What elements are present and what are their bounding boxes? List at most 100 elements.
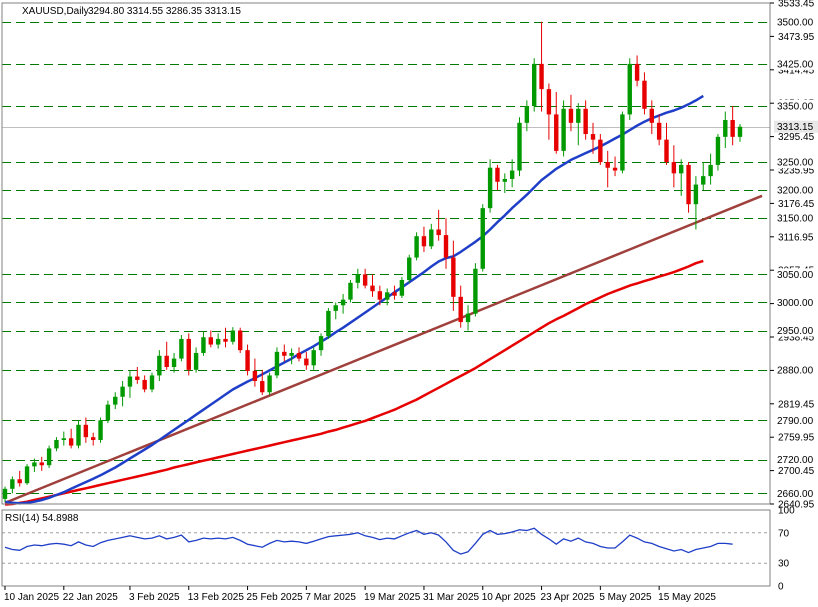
candle [671,145,677,188]
current-price-label: 3313.15 [777,122,814,133]
candle [24,464,30,485]
candle [715,134,721,171]
candle-body [568,108,574,123]
candle-body [355,274,360,283]
candle [91,432,96,446]
candle-body [598,139,603,163]
candle [2,486,8,502]
rsi-tick-label: 100 [778,506,795,517]
candle [157,350,162,382]
rsi-tick-label: 0 [778,582,784,593]
candle [451,240,456,311]
candle-body [68,438,74,446]
candle [377,285,383,306]
candle [113,392,118,410]
candle-body [399,279,405,296]
candle [223,327,228,348]
candle-body [634,63,640,81]
trendline [4,194,763,505]
price-tick-label: 3473.95 [778,32,815,43]
candle [318,333,324,356]
level-label: 3150.00 [777,214,814,225]
level-label: 2790.00 [777,416,814,427]
candle [495,164,500,191]
candle [590,122,596,154]
candle-body [230,330,236,342]
time-tick-label: 5 May 2025 [599,592,652,603]
candle [282,344,287,362]
candle [598,134,603,165]
candle-body [289,352,294,356]
candle [708,153,713,185]
candle [10,476,15,494]
candle-body [708,164,713,177]
candle [179,335,184,362]
candle [620,111,625,174]
candle [362,268,368,289]
candle-body [98,420,103,440]
candle-body [157,355,162,376]
candle [502,173,507,193]
price-panel-frame [1,2,771,505]
candle-body [179,338,184,359]
candle [487,159,493,213]
candle-body [723,120,728,137]
time-tick-label: 22 Jan 2025 [63,592,118,603]
candle [634,55,640,87]
level-box [774,99,818,112]
candle-body [649,108,654,123]
level-box [774,363,818,376]
candle [539,21,544,112]
candle-body [671,162,677,174]
candle [664,122,669,165]
candle-body [642,80,647,109]
candle-body [311,350,316,366]
candle-body [487,167,493,209]
candle [370,274,375,297]
candle [68,428,74,449]
candle-body [385,292,390,300]
candle-body [149,375,155,390]
price-tick-label: 2700.45 [778,466,815,477]
candle-body [620,114,625,171]
level-label: 3000.00 [777,298,814,309]
candle [458,285,463,328]
candle [576,103,581,146]
candle-body [91,437,96,440]
candle-body [113,396,118,405]
rsi-panel-frame [1,509,771,587]
candle [274,347,280,379]
candle-body [495,167,500,182]
level-label: 3350.00 [777,101,814,112]
candle-body [561,108,566,151]
chart-ohlc: 3294.80 3314.55 3286.35 3313.15 [88,6,241,17]
candle-body [362,274,368,286]
level-label: 3200.00 [777,186,814,197]
candle-body [245,350,250,371]
candle-body [296,352,302,359]
candle [149,372,155,393]
candle-body [318,336,324,351]
candle-body [61,438,66,440]
level-box [774,296,818,309]
candle [656,114,662,146]
candle-body [201,337,206,353]
rsi-tick-label: 70 [778,528,790,539]
candle [289,348,294,365]
candle [230,327,236,345]
level-label: 3250.00 [777,158,814,169]
rsi-panel: 100 70 30 0 [2,506,795,593]
candle-body [392,292,397,296]
candle-body [612,167,618,171]
ma-fast-line [4,94,704,505]
candle [127,370,133,398]
candle-body [656,122,662,140]
candle-body [377,291,383,300]
candle [311,347,316,370]
price-tick-label: 3295.45 [778,132,815,143]
candle [39,456,44,471]
candle-body [32,462,37,467]
title-block: XAUUSD,Daily 3294.80 3314.55 3286.35 331… [5,6,241,524]
